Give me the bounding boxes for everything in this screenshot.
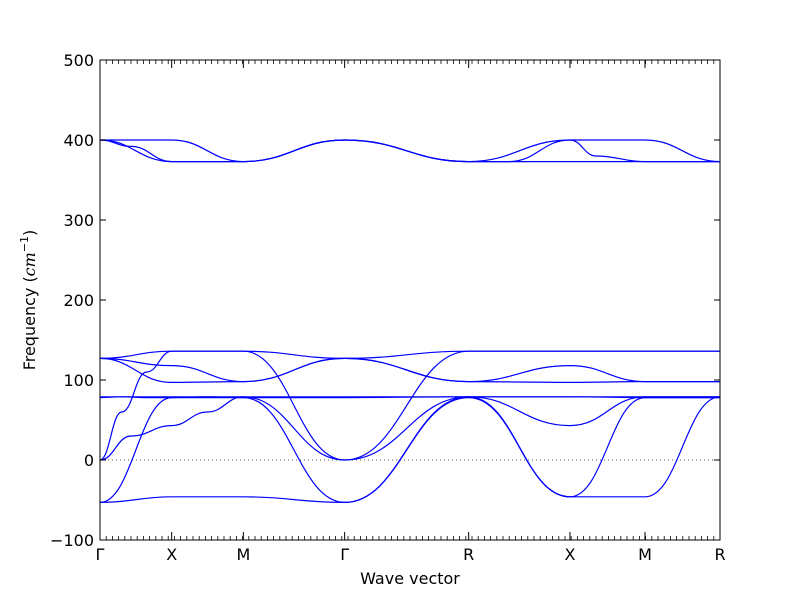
- x-tick-label: Γ: [96, 545, 105, 564]
- band-line: [99, 396, 720, 461]
- x-tick-label: X: [166, 545, 177, 564]
- band-line: [99, 357, 720, 384]
- x-tick-label: X: [564, 545, 575, 564]
- x-tick-label: R: [714, 545, 725, 564]
- x-tick-label: Γ: [340, 545, 349, 564]
- band-line: [99, 350, 720, 461]
- axis-ticks: −100 0 100 200 300 400 500 Γ X M Γ R X M R: [50, 51, 726, 564]
- y-tick-label: 200: [63, 291, 94, 310]
- band-series: [99, 139, 721, 504]
- y-axis-label-exponent: −1: [18, 236, 31, 252]
- x-tick-label: M: [236, 545, 250, 564]
- y-tick-label: 300: [63, 211, 94, 230]
- band-line: [99, 139, 720, 163]
- y-tick-label: 400: [63, 131, 94, 150]
- y-tick-label: 100: [63, 371, 94, 390]
- x-tick-label: R: [463, 545, 474, 564]
- x-tick-label: M: [638, 545, 652, 564]
- band-line: [99, 396, 720, 504]
- y-tick-label: 500: [63, 51, 94, 70]
- y-axis-label-suffix: ): [20, 230, 39, 236]
- y-axis-label: Frequency (cm−1): [18, 230, 39, 371]
- y-axis-label-unit: cm: [20, 252, 39, 276]
- y-axis-label-prefix: Frequency (: [20, 276, 39, 370]
- y-tick-label: 0: [84, 451, 94, 470]
- y-tick-label: −100: [50, 531, 94, 550]
- plot-frame: [99, 59, 721, 541]
- x-axis-label: Wave vector: [360, 569, 460, 588]
